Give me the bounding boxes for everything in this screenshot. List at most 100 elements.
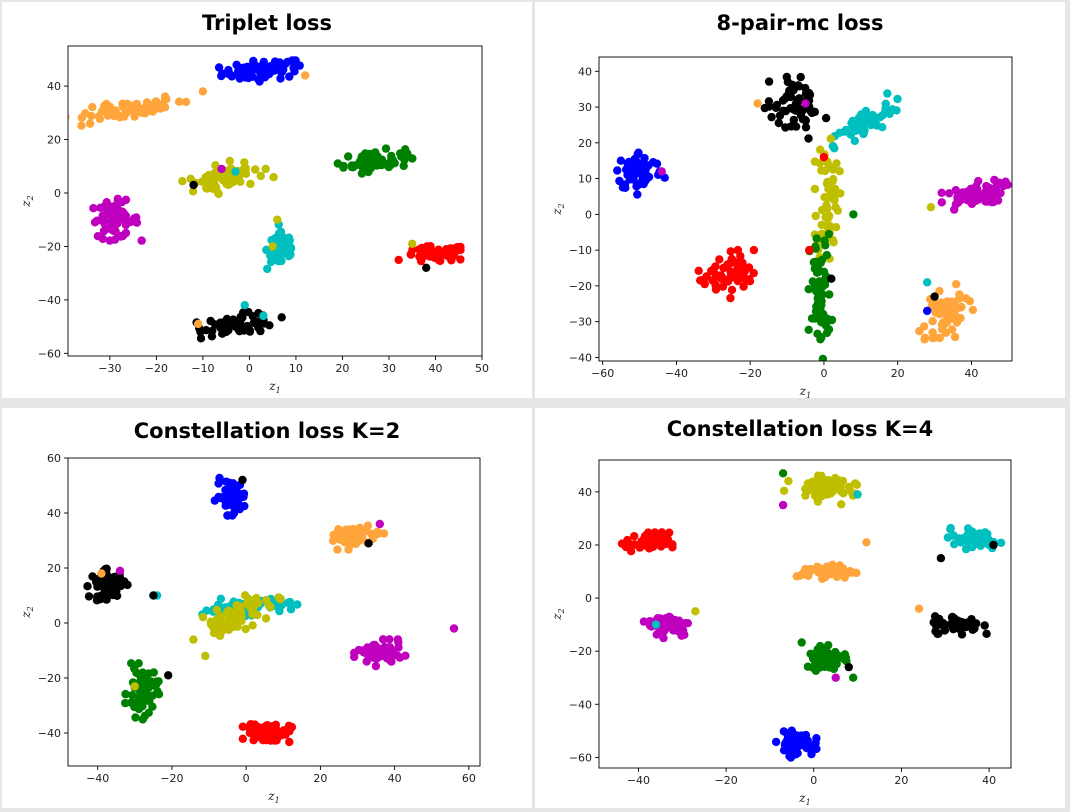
cluster-0-point [222,493,232,502]
y-tick-label: −20 [569,645,592,658]
outlier-point [301,71,310,80]
cluster-0-point [227,72,237,81]
cluster-2-point [123,580,132,590]
cluster-5-point [728,271,738,280]
cluster-0-point [223,511,232,520]
cluster-2-point [629,175,638,184]
cluster-6-point [121,689,130,699]
outlier-point [217,164,226,174]
cluster-4-point [953,192,962,201]
cluster-5-point [956,624,965,633]
cluster-5-point [726,293,735,303]
cluster-7-point [265,728,274,737]
outlier-point [198,87,208,96]
x-tick-label: −10 [191,362,214,375]
cluster-1-point [344,545,353,554]
y-tick-label: −40 [38,294,61,307]
outlier-point [926,203,936,212]
cluster-0-point [801,491,810,500]
cluster-3-point [814,568,824,577]
x-tick-label: −20 [714,774,737,787]
cluster-5-point [727,285,737,295]
cluster-1-point [878,111,887,120]
cluster-4-point [212,605,221,615]
cluster-7-point [201,326,211,335]
constellation-loss-k2-panel: Constellation loss K=2 −40 −20 0 20 40 60 −40−… [2,408,532,808]
x-tick-label: 40 [428,362,442,375]
cluster-2-point [241,165,250,174]
cluster-5-point [733,245,743,255]
cluster-1-point [160,92,170,101]
cluster-6-point [816,657,826,667]
cluster-6-point [456,255,465,264]
cluster-5-point [719,263,728,273]
cluster-7-point [947,325,957,334]
cluster-1-point [181,97,191,107]
cluster-4-point [937,188,946,197]
cluster-1-point [146,106,155,116]
cluster-2-point [634,148,643,157]
cluster-3-point [366,164,375,173]
cluster-4-point [111,214,121,224]
cluster-0-point [260,73,270,82]
cluster-0-point [231,496,241,505]
outlier-point [930,292,939,301]
cluster-0-point [812,480,821,489]
cluster-5-point [696,276,705,285]
cluster-3-point [202,606,211,615]
cluster-6-point [825,290,834,299]
cluster-6-point [134,659,143,668]
outlier-point [844,662,853,672]
y-tick-label: 40 [47,507,61,520]
outlier-point [97,569,106,578]
cluster-0-point [775,111,785,120]
cluster-7-point [930,305,940,314]
cluster-0-point [264,64,273,73]
cluster-2-point [954,534,964,543]
cluster-7-point [952,318,962,327]
cluster-7-point [937,320,947,329]
cluster-1-point [893,94,902,104]
cluster-6-point [824,229,834,239]
x-tick-label: −40 [627,774,650,787]
cluster-0-point [791,104,800,113]
cluster-2-point [218,174,227,184]
cluster-6-point [144,669,153,678]
y-tick-label: 40 [47,80,61,93]
cluster-7-point [238,734,247,743]
x-tick-label: 0 [243,772,250,785]
x-tick-label: 20 [313,772,327,785]
cluster-6-point [127,659,136,668]
cluster-6-point [824,325,834,334]
cluster-1-point [379,529,389,538]
cluster-5-point [362,657,371,666]
cluster-0-point [781,123,790,132]
cluster-5-point [277,256,286,266]
cluster-7-point [207,332,217,341]
cluster-1-point [645,544,654,553]
y-tick-label: 60 [47,452,61,465]
outlier-point [240,301,249,310]
cluster-7-point [928,334,938,343]
cluster-2-point [209,179,219,188]
cluster-7-point [245,327,255,336]
cluster-4-point [116,232,126,241]
cluster-4-point [683,619,692,628]
8-pair-mc-loss-panel: 8-pair-mc loss −60 −40 −20 0 20 40 −40 −30 −20 −1… [535,2,1065,398]
cluster-2-point [624,160,633,169]
cluster-0-point [804,134,813,143]
cluster-0-point [226,479,236,489]
cluster-0-point [845,486,855,495]
cluster-0-point [831,476,841,486]
cluster-7-point [965,296,975,306]
outlier-point [422,263,431,272]
cluster-7-point [263,721,272,730]
cluster-2-point [209,172,218,181]
cluster-1-point [888,105,897,114]
cluster-6-point [406,250,415,259]
cluster-6-point [816,335,825,344]
x-axis-label: z1 [267,789,279,805]
axes-frame [67,45,483,357]
cluster-0-point [275,58,284,67]
cluster-5-point [738,258,747,268]
